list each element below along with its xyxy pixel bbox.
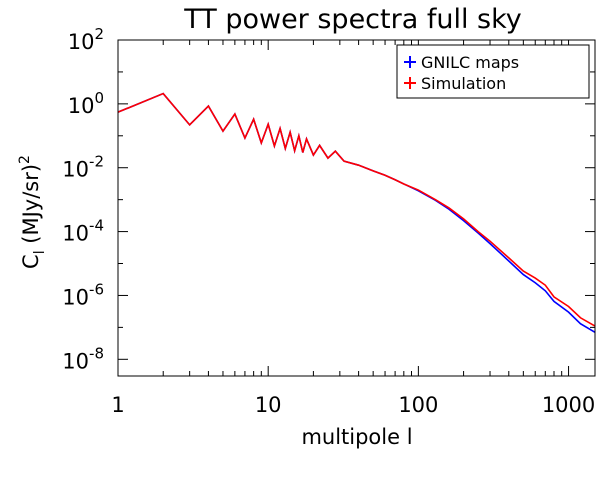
- legend-marker-gnilc: [404, 56, 416, 68]
- y-label-exponent: 2: [17, 155, 33, 164]
- x-tick-label: 1000: [542, 393, 595, 417]
- y-axis-label: Cl (MJy/sr)2: [17, 155, 48, 269]
- chart-title: TT power spectra full sky: [183, 4, 522, 35]
- svg-text:Cl (MJy/sr)2: Cl (MJy/sr)2: [17, 155, 48, 269]
- series-line-simulation: [117, 92, 596, 327]
- y-tick-label: 102: [68, 25, 104, 54]
- x-tick-label: 100: [398, 393, 438, 417]
- y-label-subscript: l: [32, 250, 48, 254]
- legend: GNILC maps Simulation: [396, 44, 590, 99]
- y-label-unit: (MJy/sr): [19, 164, 43, 250]
- x-tick-label: 1: [111, 393, 124, 417]
- legend-marker-simulation: [404, 77, 416, 89]
- y-label-symbol: C: [19, 254, 43, 269]
- y-tick-label: 10-6: [62, 280, 104, 309]
- series-line-gnilc-maps: [117, 92, 596, 334]
- legend-label-gnilc: GNILC maps: [421, 53, 519, 72]
- plot-frame: [117, 39, 596, 377]
- y-axis: 10-8 10-6 10-4 10-2 100 102: [62, 25, 595, 373]
- legend-box: [396, 44, 590, 99]
- legend-label-simulation: Simulation: [421, 74, 506, 93]
- y-tick-label: 10-2: [62, 153, 104, 182]
- x-tick-label: 10: [255, 393, 282, 417]
- plot-lines: [117, 92, 596, 334]
- x-axis-label: multipole l: [301, 425, 412, 449]
- x-axis: 1 10 100 1000: [111, 40, 595, 417]
- y-tick-label: 10-8: [62, 344, 104, 373]
- y-tick-label: 100: [68, 89, 104, 118]
- y-tick-label: 10-4: [62, 217, 104, 246]
